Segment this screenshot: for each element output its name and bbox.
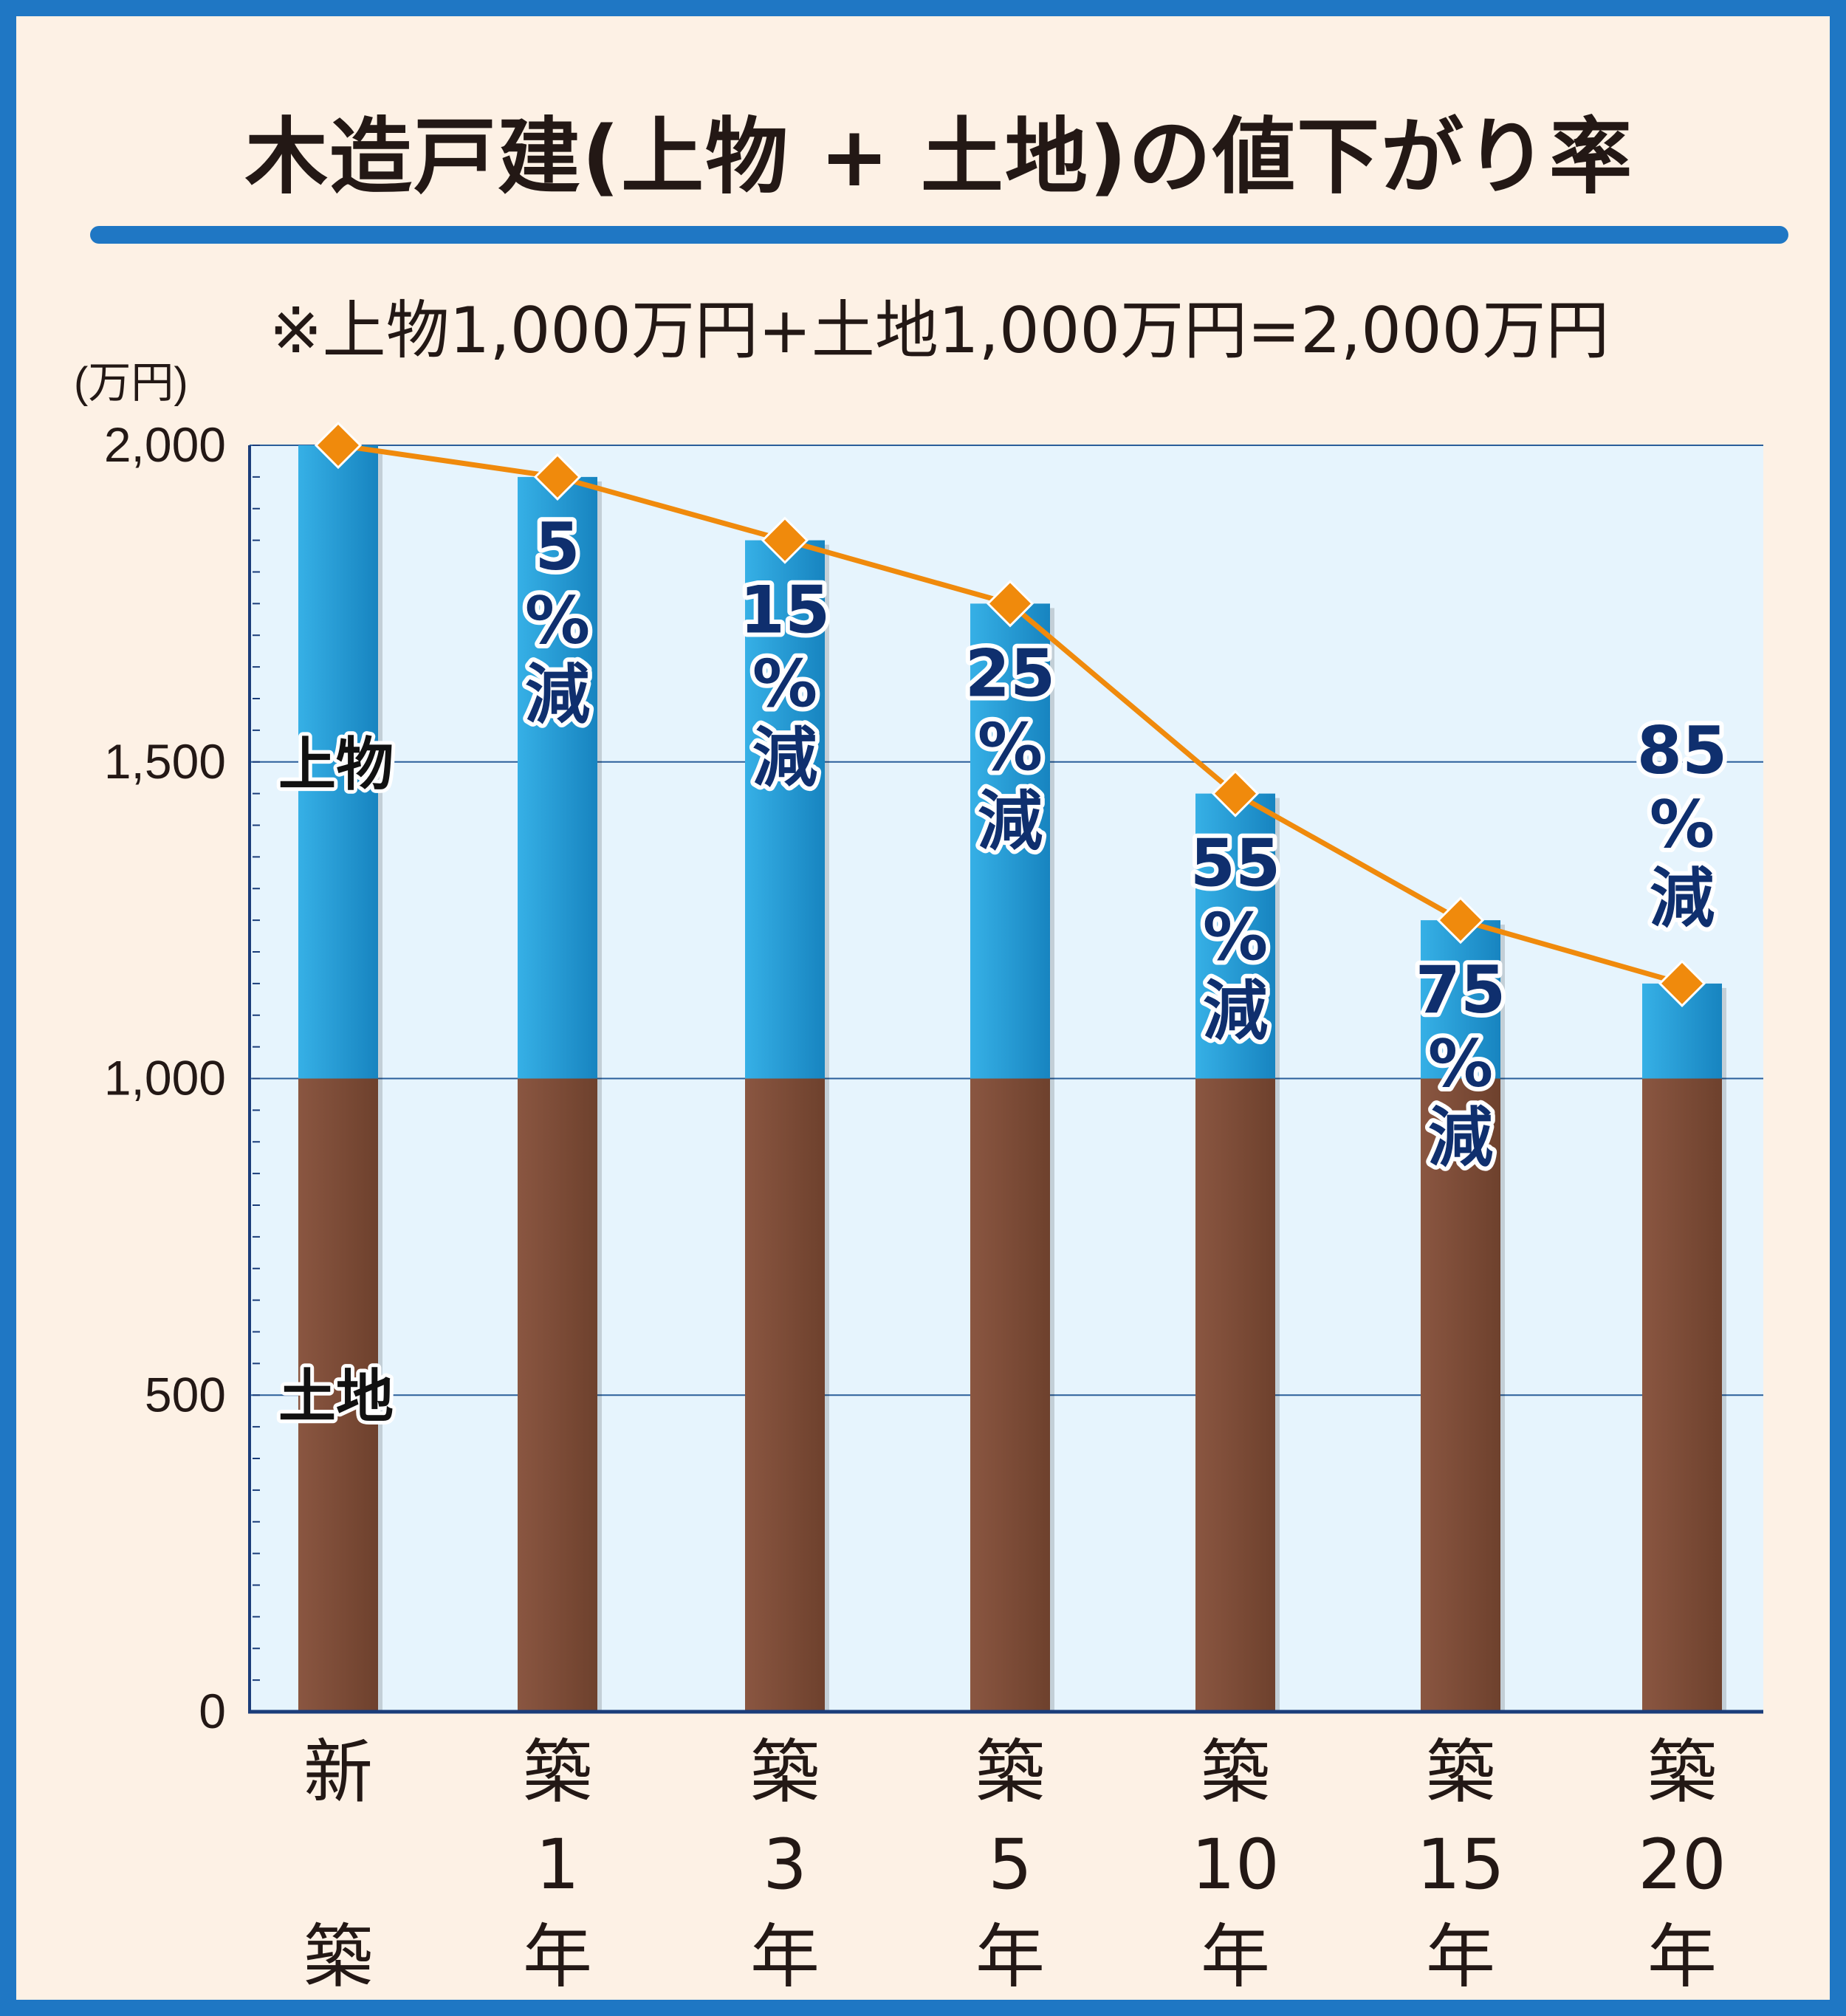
x-category-label: 3 xyxy=(763,1825,807,1905)
reduction-label: 減 xyxy=(525,656,590,733)
bar-land xyxy=(518,1078,597,1712)
total-marker xyxy=(1211,769,1260,817)
x-category-label: 15 xyxy=(1416,1825,1505,1905)
bar-building xyxy=(1421,920,1500,1079)
chart-title: 木造戸建(上物 + 土地)の値下がり率 xyxy=(244,109,1634,205)
bar-land xyxy=(298,1078,378,1712)
x-category-label: 築 xyxy=(750,1732,820,1813)
bar-building xyxy=(298,445,378,1079)
bar-land xyxy=(1421,1078,1500,1712)
reduction-label: 25 xyxy=(965,635,1055,711)
total-marker xyxy=(1658,959,1706,1008)
y-tick-label: 2,000 xyxy=(104,417,226,472)
x-category-label: 5 xyxy=(988,1825,1032,1905)
y-tick-label: 0 xyxy=(199,1684,226,1738)
x-category-label: 20 xyxy=(1638,1825,1726,1905)
bar-land xyxy=(1642,1078,1722,1712)
bar-building xyxy=(745,540,825,1079)
series-label-land: 土地 xyxy=(278,1364,394,1430)
x-category-label: 築 xyxy=(975,1732,1045,1813)
total-marker xyxy=(1436,896,1485,944)
reduction-label: 減 xyxy=(1650,860,1715,936)
reduction-label: 減 xyxy=(1203,973,1268,1049)
x-category-label: 築 xyxy=(1201,1732,1270,1813)
total-marker xyxy=(533,453,582,501)
bar-land xyxy=(970,1078,1050,1712)
y-tick-label: 1,000 xyxy=(104,1051,226,1105)
x-category-label: 築 xyxy=(303,1917,373,1998)
reduction-label: 75 xyxy=(1416,952,1506,1028)
x-category-label: 年 xyxy=(1426,1917,1495,1998)
reduction-label: 減 xyxy=(978,783,1043,859)
total-marker xyxy=(761,516,809,564)
bar-building xyxy=(518,476,597,1079)
bar-land xyxy=(745,1078,825,1712)
x-category-label: 1 xyxy=(535,1825,580,1905)
y-tick-label: 1,500 xyxy=(104,734,226,789)
total-marker xyxy=(314,421,363,470)
y-unit-label: (万円) xyxy=(74,359,188,407)
x-category-label: 年 xyxy=(1201,1917,1270,1998)
reduction-label: 5 xyxy=(535,509,580,585)
chart-note: ※上物1,000万円+土地1,000万円=2,000万円 xyxy=(269,294,1610,368)
x-category-label: 築 xyxy=(523,1732,592,1813)
bar-building xyxy=(1195,793,1275,1079)
reduction-label: % xyxy=(1203,899,1268,976)
x-category-label: 年 xyxy=(1647,1917,1717,1998)
x-category-label: 築 xyxy=(1426,1732,1495,1813)
reduction-label: % xyxy=(978,709,1043,785)
reduction-label: 85 xyxy=(1637,713,1727,789)
reduction-label: 15 xyxy=(740,572,830,648)
reduction-label: 55 xyxy=(1190,826,1280,902)
reduction-label: 減 xyxy=(1428,1100,1493,1176)
reduction-label: % xyxy=(1650,786,1715,863)
bar-building xyxy=(970,603,1050,1079)
x-category-label: 10 xyxy=(1191,1825,1280,1905)
x-category-label: 年 xyxy=(975,1917,1045,1998)
x-category-label: 年 xyxy=(750,1917,820,1998)
reduction-label: % xyxy=(752,646,817,722)
y-tick-label: 500 xyxy=(145,1367,226,1422)
total-marker xyxy=(986,580,1034,628)
bar-land xyxy=(1195,1078,1275,1712)
x-category-label: 新 xyxy=(303,1732,373,1813)
reduction-label: % xyxy=(525,583,590,659)
title-underline xyxy=(90,226,1788,244)
reduction-label: % xyxy=(1428,1026,1493,1102)
x-category-label: 年 xyxy=(523,1917,592,1998)
series-label-building: 上物 xyxy=(278,732,394,798)
reduction-label: 減 xyxy=(752,720,817,796)
x-category-label: 築 xyxy=(1647,1732,1717,1813)
